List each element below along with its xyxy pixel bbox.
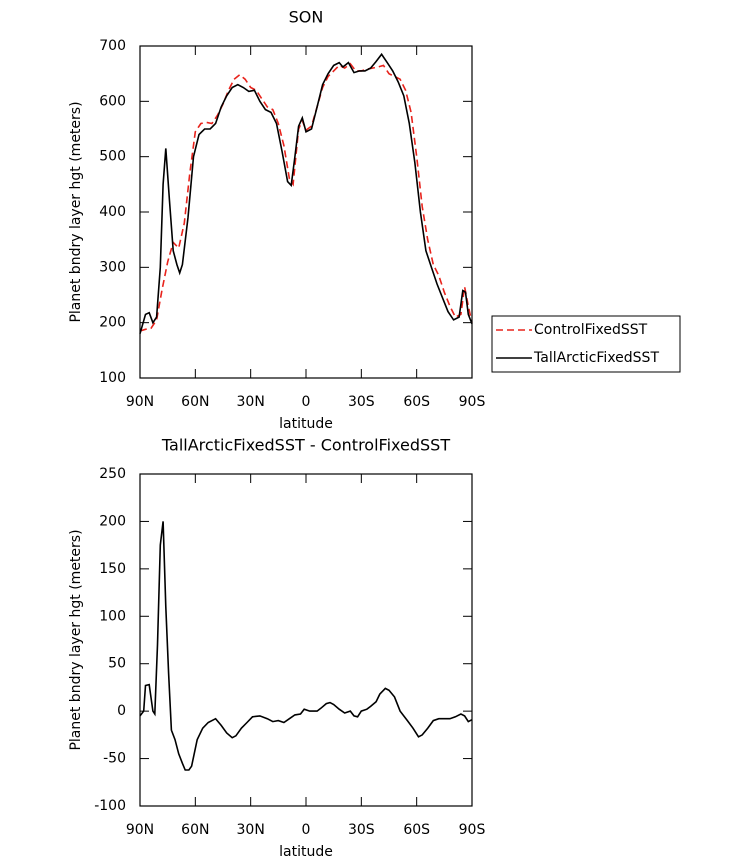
chart-title: SON	[289, 8, 324, 27]
y-tick-label: 600	[99, 93, 126, 109]
y-tick-label: 100	[99, 370, 126, 386]
y-tick-label: 0	[117, 703, 126, 719]
y-axis-label: Planet bndry layer hgt (meters)	[68, 101, 84, 322]
x-tick-label: 0	[302, 822, 311, 838]
x-tick-label: 60S	[403, 394, 430, 410]
y-tick-label: 400	[99, 204, 126, 220]
x-tick-label: 90S	[459, 822, 486, 838]
y-tick-label: 200	[99, 315, 126, 331]
y-axis-label: Planet bndry layer hgt (meters)	[68, 529, 84, 750]
y-tick-label: -100	[94, 798, 126, 814]
data-line	[139, 521, 473, 771]
y-tick-label: 250	[99, 466, 126, 482]
x-tick-label: 90N	[126, 822, 154, 838]
x-tick-label: 90N	[126, 394, 154, 410]
y-tick-label: 700	[99, 38, 126, 54]
x-axis-label: latitude	[279, 844, 333, 860]
plot-frame	[139, 45, 473, 379]
x-tick-label: 30S	[348, 822, 375, 838]
y-tick-label: 300	[99, 259, 126, 275]
y-tick-label: 100	[99, 608, 126, 624]
x-tick-label: 0	[302, 394, 311, 410]
y-tick-label: -50	[103, 751, 126, 767]
y-tick-label: 500	[99, 149, 126, 165]
x-tick-label: 60N	[181, 394, 209, 410]
y-tick-label: 50	[108, 656, 126, 672]
chart-title: TallArcticFixedSST - ControlFixedSST	[161, 436, 450, 455]
x-tick-label: 90S	[459, 394, 486, 410]
x-tick-label: 60N	[181, 822, 209, 838]
x-tick-label: 30S	[348, 394, 375, 410]
plot-frame	[139, 473, 473, 807]
legend-box	[491, 315, 681, 373]
y-tick-label: 150	[99, 561, 126, 577]
x-tick-label: 30N	[237, 822, 265, 838]
data-line	[139, 52, 473, 334]
x-tick-label: 60S	[403, 822, 430, 838]
x-axis-label: latitude	[279, 416, 333, 432]
y-tick-label: 200	[99, 513, 126, 529]
legend-label: ControlFixedSST	[534, 322, 648, 338]
legend-label: TallArcticFixedSST	[533, 350, 659, 366]
x-tick-label: 30N	[237, 394, 265, 410]
